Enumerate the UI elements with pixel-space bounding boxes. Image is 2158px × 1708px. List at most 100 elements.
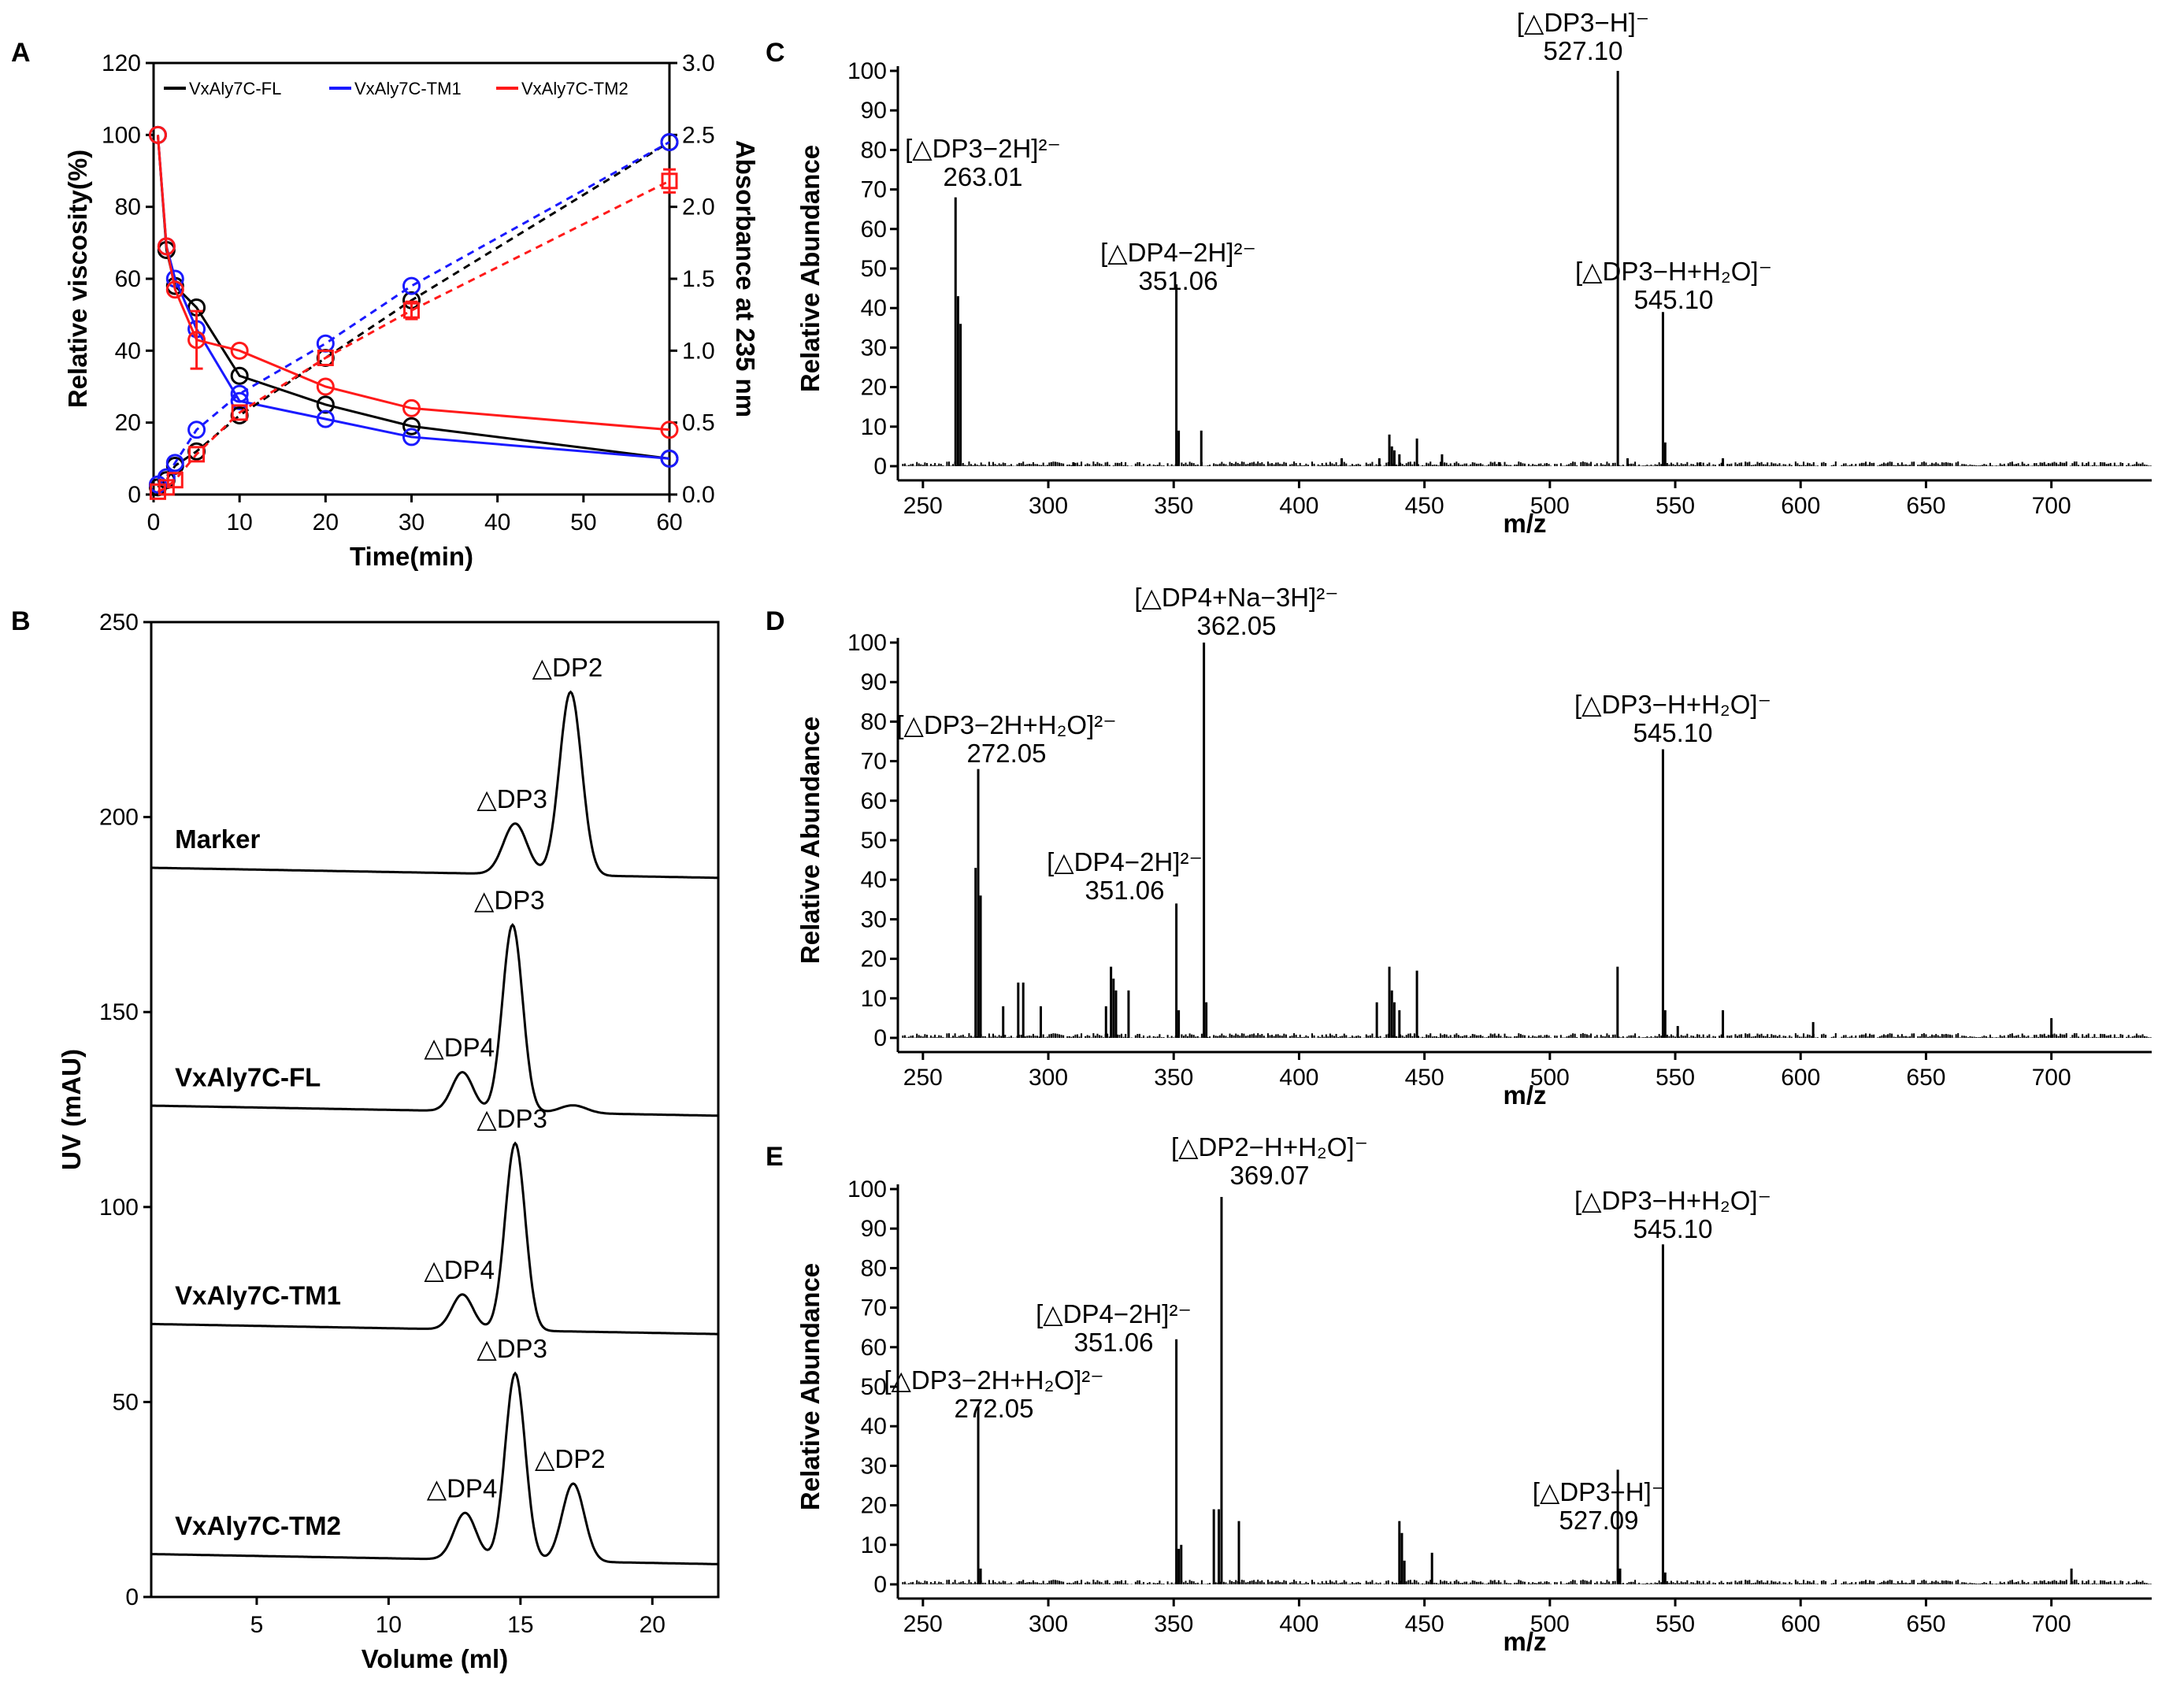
y-tick-label: 90 bbox=[861, 669, 887, 695]
y-axis-label: UV (mAU) bbox=[57, 1049, 86, 1170]
legend-label: VxAly7C-TM2 bbox=[521, 79, 628, 98]
plot-frame bbox=[150, 621, 720, 1599]
y-tick-label: 0 bbox=[873, 1025, 887, 1051]
x-axis-label: m/z bbox=[1503, 1080, 1546, 1110]
y-tick-label: 100 bbox=[847, 58, 887, 84]
panel-label: C bbox=[766, 38, 785, 68]
x-axis-label: Volume (ml) bbox=[362, 1644, 508, 1673]
y2-tick-label: 0.0 bbox=[682, 482, 715, 508]
x-tick-label: 450 bbox=[1405, 493, 1444, 519]
x-tick-label: 5 bbox=[250, 1612, 264, 1638]
data-point bbox=[166, 472, 184, 489]
legend-label: VxAly7C-TM1 bbox=[354, 79, 462, 98]
x-tick-label: 700 bbox=[2032, 1065, 2071, 1091]
y-axis-label: Relative viscosity(%) bbox=[63, 150, 92, 408]
y2-tick-label: 1.0 bbox=[682, 338, 715, 364]
x-tick-label: 0 bbox=[147, 509, 161, 535]
y-tick-label: 60 bbox=[861, 788, 887, 814]
series-line bbox=[157, 141, 670, 489]
x-tick-label: 500 bbox=[1530, 493, 1570, 519]
data-point bbox=[230, 366, 249, 385]
data-point bbox=[316, 395, 335, 414]
peak-annotation: [△DP4−2H]²⁻ bbox=[1047, 847, 1203, 876]
x-tick-label: 650 bbox=[1906, 1065, 1945, 1091]
y-tick-label: 50 bbox=[861, 1374, 887, 1400]
peak-label: △DP2 bbox=[532, 653, 603, 682]
x-axis-label: m/z bbox=[1503, 509, 1546, 538]
x-tick-label: 10 bbox=[376, 1612, 402, 1638]
peak-label: △DP4 bbox=[424, 1255, 495, 1284]
y-tick-label: 80 bbox=[861, 709, 887, 735]
peak-annotation: [△DP3−2H+H₂O]²⁻ bbox=[896, 710, 1116, 739]
peak-annotation: [△DP3−2H]²⁻ bbox=[905, 134, 1061, 163]
x-tick-label: 550 bbox=[1656, 1611, 1695, 1637]
x-tick-label: 300 bbox=[1029, 493, 1068, 519]
peak-value: 545.10 bbox=[1633, 1214, 1713, 1243]
peak-value: 362.05 bbox=[1197, 611, 1277, 640]
peak-label: △DP2 bbox=[535, 1444, 606, 1473]
y-tick-label: 20 bbox=[861, 1493, 887, 1519]
x-tick-label: 600 bbox=[1781, 493, 1820, 519]
y-tick-label: 80 bbox=[861, 137, 887, 163]
panel-label: D bbox=[766, 606, 785, 636]
x-tick-label: 600 bbox=[1781, 1611, 1820, 1637]
x-tick-label: 50 bbox=[570, 509, 596, 535]
data-point bbox=[165, 280, 184, 299]
x-tick-label: 600 bbox=[1781, 1065, 1820, 1091]
data-point bbox=[660, 449, 679, 468]
peak-annotation: [△DP3−H+H₂O]⁻ bbox=[1575, 257, 1772, 286]
y-tick-label: 60 bbox=[861, 217, 887, 243]
panel-label-a: A bbox=[11, 38, 31, 68]
y2-tick-label: 3.0 bbox=[682, 50, 715, 76]
peak-label: △DP4 bbox=[427, 1473, 498, 1502]
x-tick-label: 700 bbox=[2032, 493, 2071, 519]
peak-annotation: [△DP4−2H]²⁻ bbox=[1100, 238, 1256, 267]
y2-tick-label: 0.5 bbox=[682, 410, 715, 436]
x-tick-label: 10 bbox=[226, 509, 252, 535]
data-point bbox=[231, 404, 248, 421]
data-point bbox=[403, 302, 420, 319]
trace-label: VxAly7C-TM1 bbox=[175, 1281, 341, 1310]
y-tick-label: 0 bbox=[873, 454, 887, 480]
y-tick-label: 40 bbox=[861, 295, 887, 321]
x-tick-label: 550 bbox=[1656, 493, 1695, 519]
y-tick-label: 120 bbox=[102, 50, 141, 76]
x-tick-label: 300 bbox=[1029, 1065, 1068, 1091]
peak-value: 263.01 bbox=[944, 162, 1023, 191]
y-tick-label: 30 bbox=[861, 1453, 887, 1479]
data-point bbox=[149, 483, 166, 500]
peak-value: 351.06 bbox=[1074, 1328, 1154, 1357]
y-tick-label: 0 bbox=[873, 1572, 887, 1598]
trace-line bbox=[151, 690, 719, 880]
data-point bbox=[402, 398, 421, 417]
x-tick-label: 250 bbox=[903, 1065, 943, 1091]
peak-value: 351.06 bbox=[1139, 266, 1218, 295]
x-tick-label: 60 bbox=[656, 509, 682, 535]
data-point bbox=[187, 421, 206, 439]
y-tick-label: 10 bbox=[861, 414, 887, 440]
x-axis-label: m/z bbox=[1503, 1627, 1546, 1656]
x-tick-label: 450 bbox=[1405, 1065, 1444, 1091]
peak-annotation: [△DP3−2H+H₂O]²⁻ bbox=[884, 1365, 1103, 1395]
x-tick-label: 700 bbox=[2032, 1611, 2071, 1637]
peak-annotation: [△DP3−H]⁻ bbox=[1517, 8, 1649, 37]
peak-annotation: [△DP3−H+H₂O]⁻ bbox=[1574, 1186, 1771, 1215]
data-point bbox=[661, 172, 678, 190]
panel-label: E bbox=[766, 1142, 784, 1172]
data-point bbox=[157, 237, 176, 256]
peak-value: 369.07 bbox=[1230, 1161, 1310, 1190]
y-tick-label: 90 bbox=[861, 1216, 887, 1242]
y-axis-label: Relative Abundance bbox=[795, 1263, 825, 1510]
y2-tick-label: 1.5 bbox=[682, 266, 715, 292]
y-tick-label: 80 bbox=[861, 1255, 887, 1281]
y-tick-label: 20 bbox=[861, 375, 887, 401]
x-tick-label: 250 bbox=[903, 1611, 943, 1637]
panel-e-mass-spectrum: E 250 300 350 400 450 500 550 600 650 700 0 10 20 30 40… bbox=[766, 1132, 2152, 1656]
peak-annotation: [△DP4−2H]²⁻ bbox=[1036, 1299, 1192, 1328]
data-point bbox=[230, 341, 249, 360]
y2-tick-label: 2.5 bbox=[682, 122, 715, 148]
y-tick-label: 200 bbox=[99, 805, 139, 831]
data-point bbox=[188, 446, 206, 463]
y-tick-label: 90 bbox=[861, 98, 887, 124]
